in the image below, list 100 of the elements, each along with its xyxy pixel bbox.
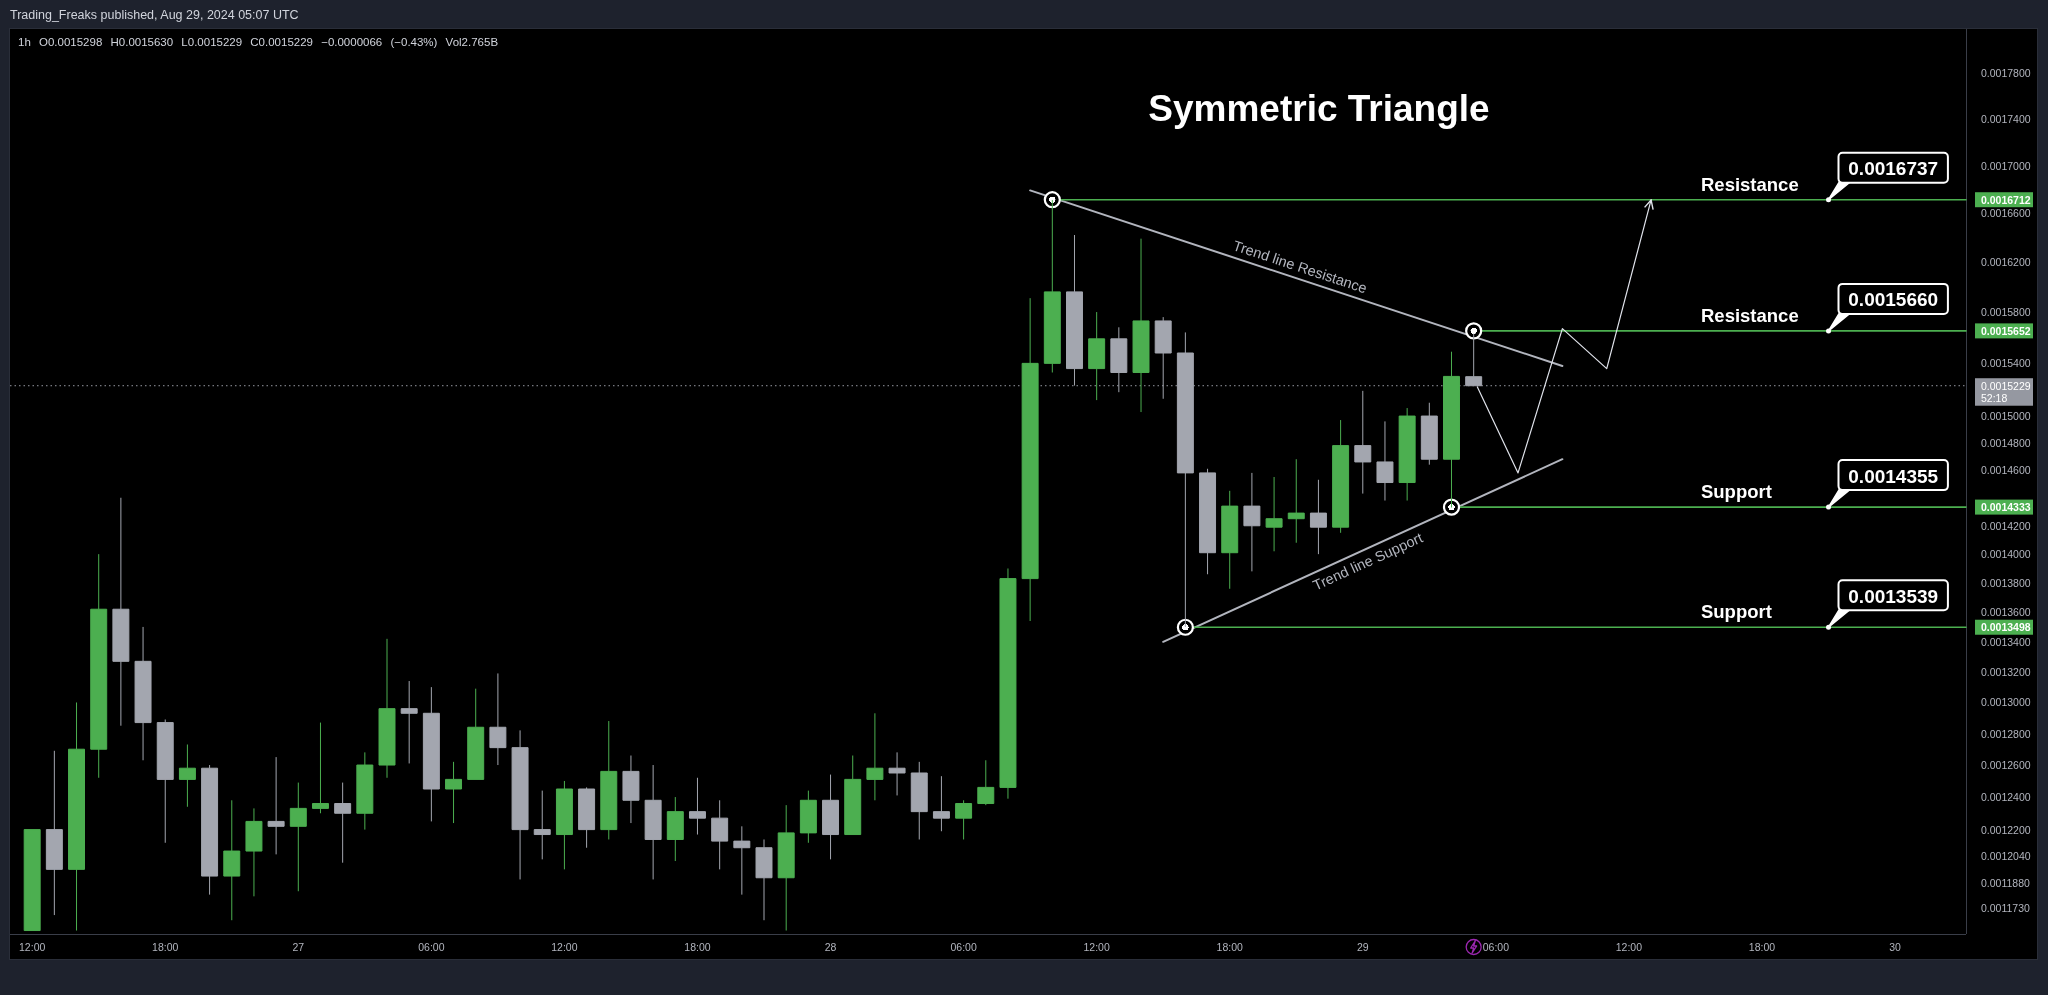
candlestick	[334, 782, 352, 864]
y-tick-label: 0.0013600	[1981, 606, 2031, 619]
y-tick-label: 0.0012800	[1981, 727, 2031, 740]
text: Symmetric Triangle	[1148, 88, 1490, 129]
y-tick-label: 0.0011880	[1981, 876, 2031, 889]
candlestick	[467, 688, 485, 780]
candlestick	[289, 782, 307, 892]
candlestick	[622, 755, 640, 824]
candlestick	[822, 774, 840, 860]
y-tick-label: 0.0015800	[1981, 306, 2031, 319]
candlestick	[1066, 234, 1083, 387]
x-tick-label: 12:00	[1615, 941, 1643, 953]
annotation: 0.0015660	[1848, 289, 1939, 311]
annotation: 0.0016737	[1848, 158, 1939, 180]
annotation: Support	[1700, 481, 1772, 503]
candlestick	[711, 799, 729, 870]
candlestick	[555, 780, 573, 870]
y-tick-label: 0.0015000	[1981, 410, 2031, 423]
candlestick	[23, 829, 41, 932]
point	[1465, 322, 1483, 340]
candlestick	[400, 680, 418, 764]
y-tick-label: 0.0014200	[1981, 519, 2031, 532]
candlestick	[445, 761, 463, 824]
candlestick	[1221, 490, 1239, 590]
candlestick	[112, 497, 130, 727]
ref-line-label: 0.0015229	[1981, 379, 2031, 392]
candlestick	[511, 729, 529, 880]
candlestick	[1376, 420, 1394, 502]
annotation: Resistance	[1700, 304, 1799, 326]
candlestick	[866, 712, 884, 801]
candlestick	[932, 775, 950, 832]
candlestick	[178, 743, 196, 808]
x-tick-label: 12:00	[551, 941, 578, 953]
candlestick	[888, 751, 906, 796]
candlestick	[999, 567, 1017, 800]
y-tick-label: 0.0012400	[1981, 791, 2031, 804]
candlestick	[90, 553, 108, 779]
text: 52:18	[1981, 392, 2008, 405]
y-tick-label: 0.0013400	[1981, 635, 2031, 648]
candlestick	[378, 638, 396, 779]
y-tick-label: 0.0017400	[1981, 112, 2031, 125]
data-label: 0.0013498	[1981, 621, 2031, 634]
x-tick-label: 18:00	[152, 941, 179, 953]
x-tick-label: 06:00	[1482, 941, 1510, 953]
x-tick-label: 30	[1889, 941, 1902, 953]
candlestick	[134, 626, 152, 761]
y-tick-label: 0.0011730	[1981, 902, 2031, 915]
x-tick-label: 06:00	[418, 941, 445, 953]
candlestick	[1332, 419, 1350, 534]
candlestick	[1354, 390, 1372, 495]
candlestick	[910, 761, 928, 840]
y-tick-label: 0.0015400	[1981, 357, 2031, 370]
y-tick-label: 0.0014600	[1981, 464, 2031, 477]
y-tick-label: 0.0013200	[1981, 665, 2031, 678]
y-tick-label: 0.0016200	[1981, 256, 2031, 268]
point	[1442, 498, 1461, 516]
annotation: 0.0014355	[1848, 465, 1939, 487]
y-tick-label: 0.0013800	[1981, 576, 2031, 589]
candlestick	[1243, 472, 1261, 572]
candlestick	[1420, 402, 1438, 466]
candlestick	[356, 751, 374, 831]
candlestick	[955, 799, 973, 840]
y-tick-label: 0.0014800	[1981, 436, 2031, 449]
annotation: 1h O0.0015298 H0.0015630 L0.0015229 C0.0015229 −0.0000066 (−0.43%) Vol2.765B	[18, 35, 499, 48]
candlestick	[1154, 316, 1172, 400]
y-tick-label: 0.0012600	[1981, 759, 2031, 772]
candlestick	[68, 701, 86, 932]
candlestick	[1110, 326, 1128, 393]
y-tick-label: 0.0017800	[1981, 67, 2031, 80]
x-tick-label: 06:00	[950, 941, 977, 953]
candlestick	[1132, 238, 1150, 413]
x-tick-label: 18:00	[1216, 941, 1244, 953]
x-tick-label: 18:00	[684, 941, 711, 953]
candlestick	[201, 764, 219, 896]
candlestick	[799, 790, 817, 844]
y-tick-label: 0.0017000	[1981, 159, 2031, 172]
annotation: Support	[1700, 601, 1772, 623]
x-tick-label: 18:00	[1748, 941, 1776, 953]
candlestick	[223, 799, 241, 921]
y-tick-label: 0.0012040	[1981, 850, 2031, 863]
candlestick	[844, 755, 862, 836]
candlestick	[578, 786, 596, 849]
candlestick	[733, 825, 751, 896]
candlestick	[644, 764, 662, 880]
x-tick-label: 28	[824, 941, 837, 953]
candlestick	[1088, 311, 1106, 401]
candlestick	[533, 790, 551, 860]
candlestick	[489, 672, 507, 766]
data-label: 0.0016712	[1981, 193, 2031, 206]
annotation: Resistance	[1700, 173, 1799, 195]
candlestick	[666, 796, 684, 862]
candlestick	[777, 804, 795, 932]
x-tick-label: 12:00	[1083, 941, 1110, 953]
candlestick	[755, 838, 773, 921]
candlestick	[311, 722, 329, 814]
candlestick	[45, 750, 63, 916]
x-tick-label: 12:00	[19, 941, 46, 953]
candlestick	[1309, 479, 1327, 555]
annotation: 0.0013539	[1848, 585, 1939, 607]
candlestick	[245, 807, 263, 897]
